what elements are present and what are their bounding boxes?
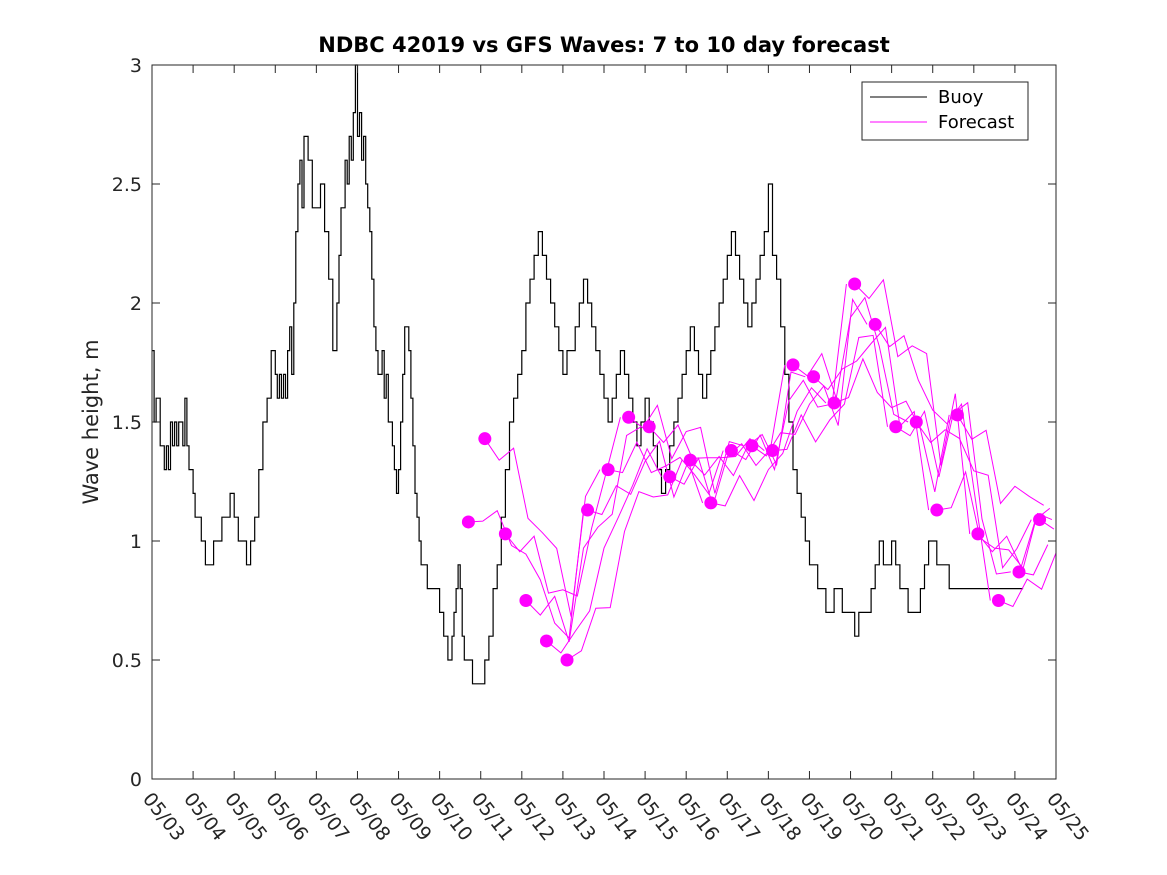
forecast-trace (956, 414, 1044, 506)
forecast-trace (772, 334, 888, 452)
legend-forecast-label: Forecast (938, 112, 1014, 133)
forecast-trace (854, 278, 971, 534)
forecast-trace (648, 424, 765, 459)
forecast-trace (566, 459, 683, 661)
forecast-trace (874, 324, 991, 601)
forecast-trace (710, 386, 827, 507)
forecast-point (642, 420, 656, 434)
forecast-point (1012, 565, 1026, 579)
forecast-point (807, 370, 821, 384)
y-tick-label: 0 (130, 769, 142, 791)
y-tick-label: 3 (130, 55, 142, 77)
forecast-trace (505, 417, 621, 597)
forecast-trace (484, 438, 601, 617)
forecast-trace (587, 440, 704, 516)
forecast-point (909, 415, 923, 429)
forecast-point (622, 410, 636, 424)
forecast-trace (813, 326, 930, 511)
y-tick-label: 1.5 (112, 412, 142, 434)
forecast-point (539, 634, 553, 648)
forecast-trace (998, 552, 1057, 608)
forecast-point (498, 527, 512, 541)
forecast-point (478, 432, 492, 446)
forecast-trace (628, 404, 744, 494)
forecast-point (930, 503, 944, 517)
legend: Buoy Forecast (861, 81, 1029, 141)
forecast-point (745, 439, 759, 453)
forecast-point (1033, 513, 1047, 527)
forecast-trace (936, 470, 1053, 570)
forecast-point (683, 453, 697, 467)
chart-title: NDBC 42019 vs GFS Waves: 7 to 10 day for… (318, 33, 889, 57)
y-axis: 0 0.5 1 1.5 2 2.5 3 (112, 55, 1056, 791)
y-tick-label: 1 (130, 531, 142, 553)
forecast-point (581, 503, 595, 517)
y-tick-label: 2 (130, 293, 142, 315)
forecast-point (786, 358, 800, 372)
forecast-trace (792, 296, 909, 423)
forecast-point (601, 463, 615, 477)
forecast-point (827, 396, 841, 410)
forecast-trace (468, 509, 584, 640)
legend-box (861, 81, 1029, 141)
forecast-trace (833, 357, 950, 493)
forecast-point (724, 444, 738, 458)
forecast-point (889, 420, 903, 434)
forecast-point (704, 496, 718, 510)
forecast-series (461, 277, 1057, 667)
forecast-trace (669, 364, 786, 508)
buoy-line (152, 64, 1024, 685)
forecast-point (950, 408, 964, 422)
forecast-point (765, 444, 779, 458)
y-axis-label: Wave height, m (79, 339, 103, 504)
y-tick-label: 0.5 (112, 650, 142, 672)
buoy-series-line (152, 64, 1024, 685)
forecast-point (461, 515, 475, 529)
forecast-point (848, 277, 862, 291)
forecast-trace (546, 447, 662, 654)
forecast-point (991, 594, 1005, 607)
forecast-point (663, 470, 677, 484)
plot-area (152, 65, 1056, 779)
forecast-point (868, 317, 882, 331)
forecast-point (971, 527, 985, 541)
forecast-point (560, 653, 574, 667)
legend-buoy-label: Buoy (938, 87, 984, 108)
forecast-point (519, 594, 533, 607)
forecast-trace (525, 426, 642, 643)
y-tick-label: 2.5 (112, 174, 142, 196)
forecast-trace (607, 441, 724, 496)
